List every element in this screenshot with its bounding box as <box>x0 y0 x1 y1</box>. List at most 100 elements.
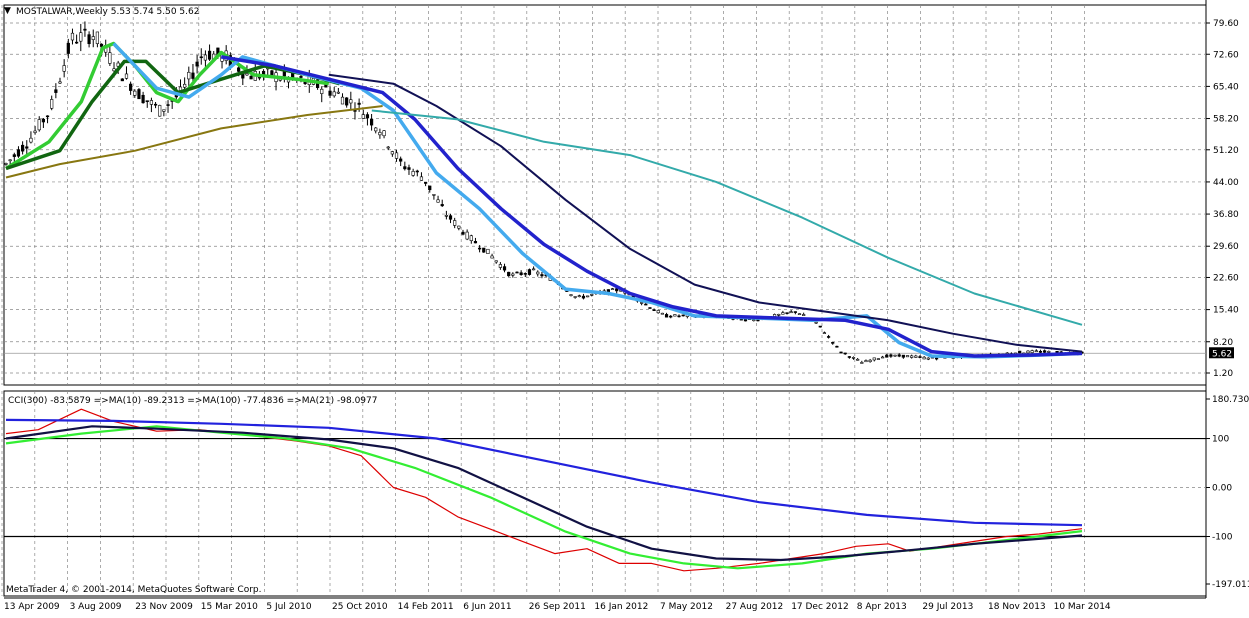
candle-body <box>910 355 914 358</box>
candle-body <box>490 255 494 259</box>
candle-body <box>12 154 16 157</box>
candle-body <box>1043 350 1047 353</box>
x-tick-label: 15 Mar 2010 <box>201 602 258 612</box>
candle-body <box>523 273 527 275</box>
y-tick-label: 36.80 <box>1213 210 1239 220</box>
y-tick-label: 51.20 <box>1213 146 1239 156</box>
candle-body <box>856 358 860 361</box>
candle-body <box>934 357 939 360</box>
x-tick-label: 8 Apr 2013 <box>857 602 907 612</box>
candle-body <box>187 71 191 80</box>
candle-body <box>581 295 586 299</box>
candle-body <box>340 96 345 105</box>
ind-y-tick-label: 100 <box>1212 435 1229 445</box>
candle-body <box>1030 350 1034 353</box>
candle-body <box>569 294 573 296</box>
candle-body <box>158 105 162 117</box>
candle-body <box>864 360 868 363</box>
x-tick-label: 17 Dec 2012 <box>791 602 849 612</box>
moving-average-line <box>112 42 1083 359</box>
candle-body <box>29 137 33 143</box>
candle-body <box>336 91 340 94</box>
candle-body <box>586 295 590 298</box>
candle-body <box>95 31 99 44</box>
x-tick-label: 25 Oct 2010 <box>332 602 388 612</box>
candle-body <box>145 100 149 102</box>
candle-body <box>332 91 336 97</box>
candle-body <box>644 303 648 306</box>
y-tick-label: 65.40 <box>1213 82 1239 92</box>
candle-body <box>149 100 154 105</box>
candle-body <box>885 354 889 358</box>
x-tick-label: 16 Jan 2012 <box>594 602 648 612</box>
y-tick-label: 79.60 <box>1213 19 1239 29</box>
candle-body <box>444 215 448 217</box>
candle-body <box>50 99 54 109</box>
candle-body <box>515 271 519 274</box>
candle-body <box>378 132 382 136</box>
candle-body <box>116 62 120 67</box>
candle-body <box>922 356 926 360</box>
candle-body <box>507 271 511 277</box>
candle-body <box>835 345 839 348</box>
candle-body <box>511 273 515 276</box>
candle-body <box>407 167 411 170</box>
candle-body <box>868 359 872 363</box>
candle-body <box>37 119 41 131</box>
candle-body <box>16 149 21 157</box>
y-tick-label: 29.60 <box>1213 242 1239 252</box>
candle-body <box>498 264 502 268</box>
indicator-header: CCI(300) -83.5879 =>MA(10) -89.2313 =>MA… <box>8 396 377 406</box>
ind-y-tick-label: 0.00 <box>1212 484 1232 494</box>
candle-body <box>1034 350 1038 353</box>
moving-average-line <box>371 109 1083 326</box>
candle-body <box>129 83 133 91</box>
candle-body <box>797 313 802 315</box>
x-tick-label: 14 Feb 2011 <box>398 602 454 612</box>
candle-body <box>789 311 793 314</box>
candle-body <box>153 103 158 106</box>
candle-body <box>207 50 212 60</box>
candle-body <box>137 89 141 100</box>
main-panel-frame <box>3 4 1207 386</box>
candle-body <box>785 312 789 314</box>
x-tick-label: 6 Jun 2011 <box>463 602 511 612</box>
candle-body <box>478 247 482 250</box>
candle-body <box>25 146 29 149</box>
candle-body <box>390 151 394 155</box>
candle-body <box>880 356 885 359</box>
candle-body <box>33 130 37 133</box>
candle-body <box>382 130 386 137</box>
candle-body <box>91 36 95 40</box>
candle-body <box>893 354 897 357</box>
candle-body <box>436 199 440 203</box>
y-tick-label: 1.20 <box>1213 369 1233 379</box>
candle-body <box>822 332 827 334</box>
candle-body <box>249 75 253 80</box>
candle-body <box>469 235 473 241</box>
x-tick-label: 13 Apr 2009 <box>4 602 60 612</box>
x-tick-label: 29 Jul 2013 <box>922 602 973 612</box>
candle-body <box>411 171 415 176</box>
candle-body <box>660 312 665 315</box>
candle-body <box>87 34 91 45</box>
candle-body <box>99 43 104 47</box>
candle-body <box>394 152 399 159</box>
candle-body <box>590 294 594 296</box>
candle-body <box>237 67 241 72</box>
candle-body <box>54 89 58 93</box>
candle-body <box>361 114 365 119</box>
candle-body <box>457 225 461 229</box>
candle-body <box>536 271 540 275</box>
candle-body <box>120 78 124 82</box>
menu-triangle-down-icon[interactable]: ▼ <box>4 6 11 16</box>
series-layer <box>4 21 1084 572</box>
candle-body <box>486 248 490 254</box>
y-tick-label: 44.00 <box>1213 178 1239 188</box>
candle-body <box>183 83 187 88</box>
candle-body <box>299 76 303 78</box>
candle-body <box>648 307 652 309</box>
